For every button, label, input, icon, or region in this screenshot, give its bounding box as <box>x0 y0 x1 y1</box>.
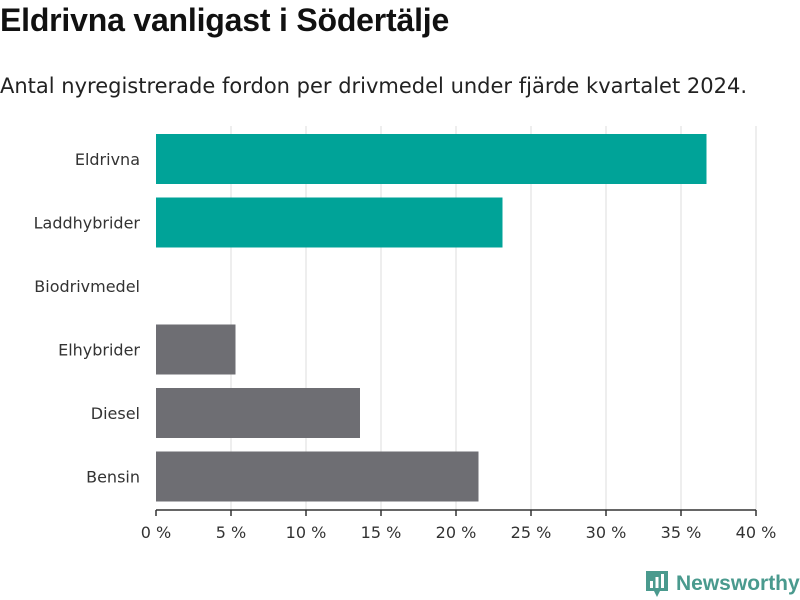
x-tick-label-3: 15 % <box>361 523 402 542</box>
bar-diesel <box>156 388 360 438</box>
category-label-biodrivmedel: Biodrivmedel <box>34 277 140 296</box>
logo-text: Newsworthy <box>676 572 800 595</box>
x-tick-label-0: 0 % <box>141 523 171 542</box>
x-tick-label-1: 5 % <box>216 523 246 542</box>
category-label-diesel: Diesel <box>91 404 140 423</box>
bar-laddhybrider <box>156 197 503 248</box>
category-label-eldrivna: Eldrivna <box>75 150 140 169</box>
bar-bensin <box>156 451 479 502</box>
category-label-elhybrider: Elhybrider <box>58 341 140 360</box>
x-tick-label-8: 40 % <box>736 523 777 542</box>
x-tick-label-7: 35 % <box>661 523 702 542</box>
newsworthy-logo-icon <box>646 571 668 597</box>
chart-subtitle: Antal nyregistrerade fordon per drivmede… <box>0 74 748 98</box>
category-label-laddhybrider: Laddhybrider <box>34 214 141 233</box>
bar-eldrivna <box>156 134 707 184</box>
category-label-bensin: Bensin <box>86 468 140 487</box>
x-tick-label-5: 25 % <box>511 523 552 542</box>
x-tick-label-6: 30 % <box>586 523 627 542</box>
x-tick-label-4: 20 % <box>436 523 477 542</box>
bar-elhybrider <box>156 324 236 375</box>
chart-title: Eldrivna vanligast i Södertälje <box>0 2 450 38</box>
newsworthy-logo: Newsworthy <box>644 569 800 599</box>
x-tick-label-2: 10 % <box>286 523 327 542</box>
